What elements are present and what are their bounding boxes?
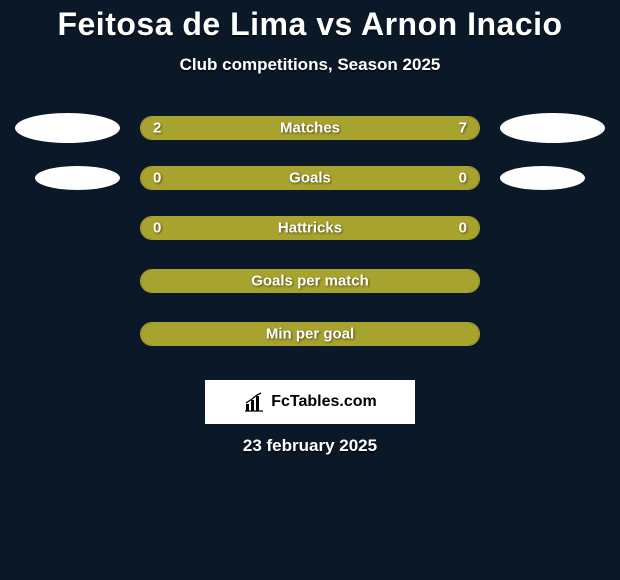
stat-value-right: 0 (459, 220, 467, 237)
stat-row: Min per goal (0, 319, 620, 349)
stat-bar: 2Matches7 (140, 116, 480, 140)
player-left-avatar (35, 166, 120, 190)
stat-row: 2Matches7 (0, 113, 620, 143)
stat-value-right: 7 (459, 120, 467, 137)
avatar-placeholder (15, 319, 120, 349)
avatar-placeholder (15, 266, 120, 296)
avatar-placeholder (15, 213, 120, 243)
avatar-placeholder (500, 319, 605, 349)
stat-label: Min per goal (141, 326, 479, 343)
stat-label: Hattricks (141, 220, 479, 237)
subtitle: Club competitions, Season 2025 (0, 55, 620, 75)
avatar-placeholder (500, 213, 605, 243)
page-title: Feitosa de Lima vs Arnon Inacio (0, 6, 620, 43)
stat-label: Matches (141, 120, 479, 137)
stat-value-right: 0 (459, 170, 467, 187)
stats-container: 2Matches70Goals00Hattricks0Goals per mat… (0, 113, 620, 349)
player-right-avatar (500, 113, 605, 143)
stat-bar: Goals per match (140, 269, 480, 293)
stat-row: 0Hattricks0 (0, 213, 620, 243)
stat-label: Goals per match (141, 273, 479, 290)
stat-row: 0Goals0 (0, 166, 620, 190)
stat-bar: Min per goal (140, 322, 480, 346)
stat-bar: 0Goals0 (140, 166, 480, 190)
stat-row: Goals per match (0, 266, 620, 296)
player-right-avatar (500, 166, 585, 190)
brand-box: FcTables.com (205, 380, 415, 424)
player-left-avatar (15, 113, 120, 143)
stat-bar: 0Hattricks0 (140, 216, 480, 240)
bar-chart-icon (243, 391, 265, 413)
date-text: 23 february 2025 (0, 436, 620, 456)
stat-label: Goals (141, 170, 479, 187)
avatar-placeholder (500, 266, 605, 296)
brand-text: FcTables.com (271, 393, 377, 411)
